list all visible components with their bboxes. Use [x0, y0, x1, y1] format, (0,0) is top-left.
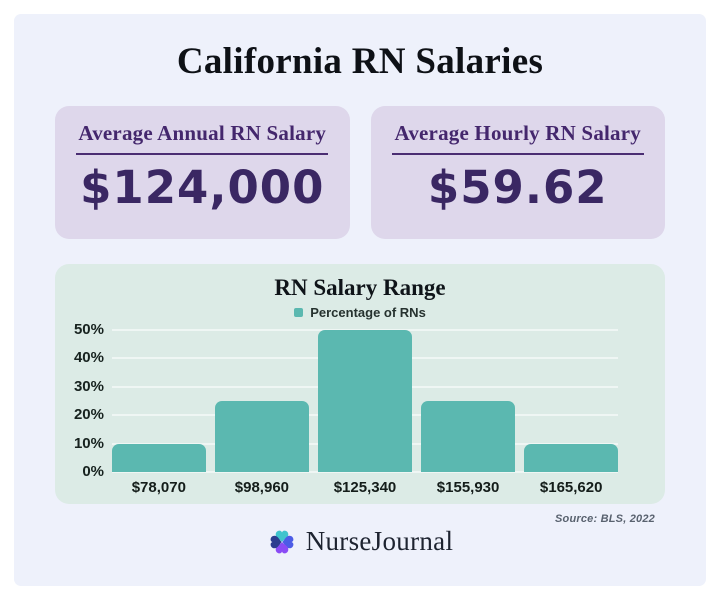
annual-salary-label: Average Annual RN Salary — [78, 121, 327, 145]
bar-slot — [112, 330, 206, 472]
bar-78070 — [112, 443, 206, 472]
salary-range-chart-card: RN Salary Range Percentage of RNs 0% 10% 2… — [55, 264, 665, 504]
hourly-salary-divider — [391, 153, 644, 155]
x-tick-label: $125,340 — [333, 479, 397, 496]
source-note: Source: BLS, 2022 — [555, 513, 655, 525]
nursejournal-x-icon — [270, 530, 294, 553]
bar-slot — [215, 330, 309, 472]
x-tick-label: $155,930 — [436, 479, 500, 496]
bar-98960 — [215, 401, 309, 472]
hourly-salary-label: Average Hourly RN Salary — [394, 121, 641, 145]
y-tick-label: 40% — [73, 349, 104, 367]
plot-area: 0% 10% 20% 30% 40% 50% — [74, 322, 618, 480]
bar-slot — [421, 330, 515, 472]
y-tick-label: 50% — [73, 321, 104, 338]
x-axis-labels: $78,070 $98,960 $125,340 $155,930 $165,620 — [112, 479, 618, 496]
legend-swatch — [294, 307, 304, 317]
bar-165620 — [524, 443, 618, 472]
annual-salary-divider — [76, 153, 329, 155]
y-tick-label: 30% — [73, 377, 104, 395]
x-tick-label: $165,620 — [539, 479, 603, 496]
stat-cards-row: Average Annual RN Salary $124,000 Averag… — [55, 106, 665, 239]
annual-salary-value: $124,000 — [80, 161, 325, 214]
infographic-background: California RN Salaries Average Annual RN… — [14, 14, 706, 586]
legend-label: Percentage of RNs — [310, 304, 426, 320]
y-tick-label: 20% — [73, 406, 104, 424]
gridline — [112, 471, 618, 473]
bar-125340 — [318, 330, 412, 472]
brand-name: NurseJournal — [305, 526, 454, 556]
x-tick-label: $98,960 — [234, 479, 290, 496]
chart-legend: Percentage of RNs — [55, 304, 665, 320]
brand-logo: NurseJournal — [14, 526, 706, 557]
bar-slot — [318, 330, 412, 472]
hourly-salary-card: Average Hourly RN Salary $59.62 — [370, 106, 665, 239]
bar-slot — [524, 330, 618, 472]
x-tick-label: $78,070 — [131, 479, 186, 496]
bar-155930 — [421, 401, 515, 472]
hourly-salary-value: $59.62 — [427, 161, 608, 214]
annual-salary-card: Average Annual RN Salary $124,000 — [55, 106, 350, 239]
y-tick-label: 0% — [82, 463, 104, 480]
y-tick-label: 10% — [73, 434, 104, 452]
page-title: California RN Salaries — [176, 41, 544, 82]
chart-title: RN Salary Range — [274, 275, 446, 300]
bars-container — [112, 330, 618, 472]
